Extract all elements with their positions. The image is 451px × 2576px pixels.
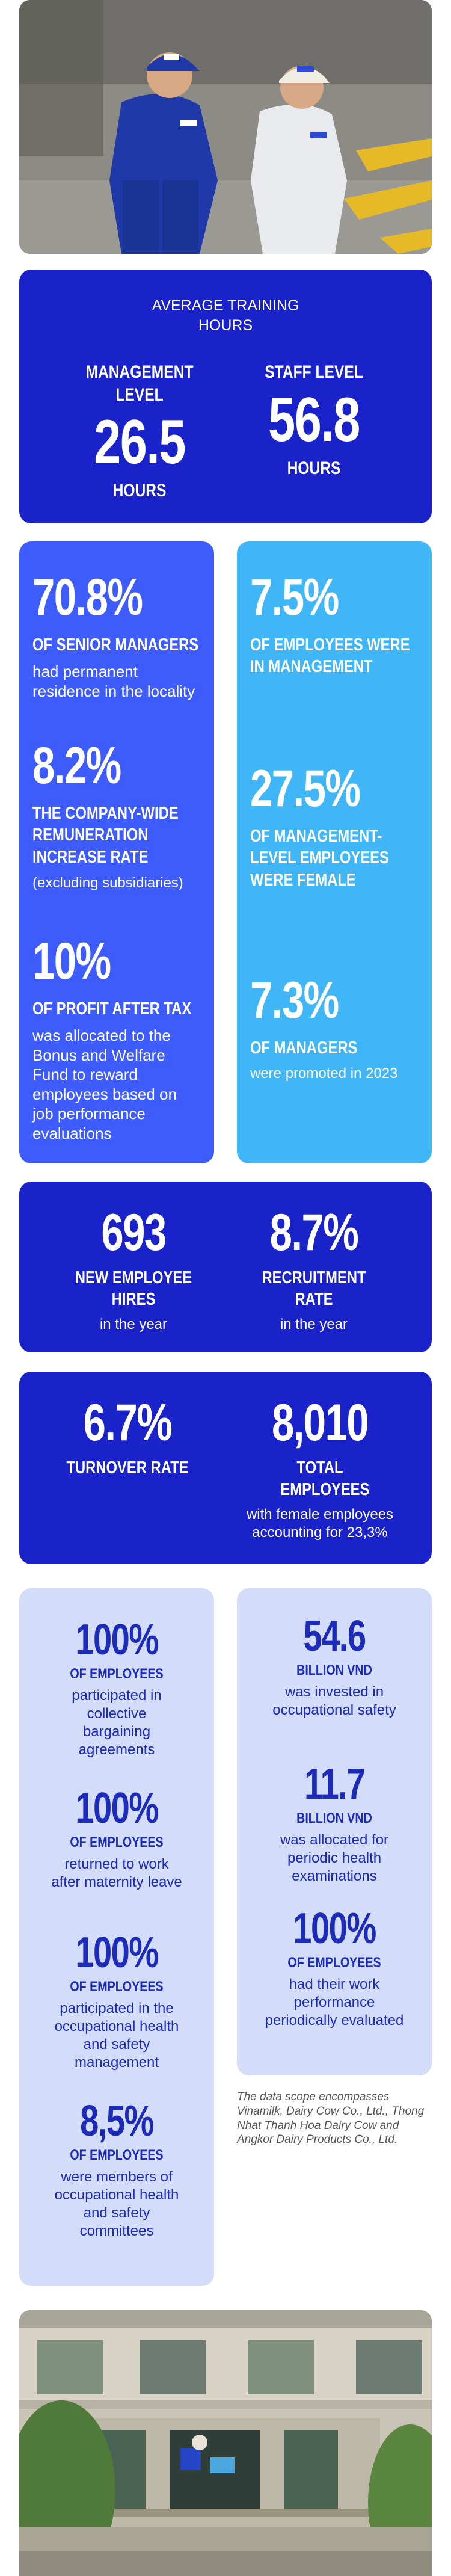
safety-investment-stat: 54.6 BILLION VND was invested in occupat… xyxy=(249,1615,420,1719)
stat-label: TOTAL EMPLOYEES xyxy=(280,1458,370,1500)
turnover-rate-stat: 6.7% TURNOVER RATE xyxy=(43,1397,212,1479)
stat-value: 693 xyxy=(101,1204,167,1262)
management-value: 26.5 xyxy=(94,407,186,477)
employee-stats-card: 7.5% OF EMPLOYEES WERE IN MANAGEMENT 27.… xyxy=(237,541,432,1163)
training-hours-card: AVERAGE TRAINING HOURS MANAGEMENT LEVEL … xyxy=(19,270,432,523)
management-level-block: MANAGEMENT LEVEL 26.5 HOURS xyxy=(55,361,224,502)
new-hires-stat: 693 NEW EMPLOYEE HIRES in the year xyxy=(55,1207,212,1334)
header-photo-workers xyxy=(19,0,432,254)
stat-value: 8,010 xyxy=(271,1394,369,1452)
stat-label: THE COMPANY-WIDE REMUNERATION INCREASE R… xyxy=(32,804,179,867)
stat-label: OF PROFIT AFTER TAX xyxy=(32,999,192,1018)
employee-welfare-card: 100% OF EMPLOYEES participated in collec… xyxy=(19,1588,214,2286)
management-unit: HOURS xyxy=(112,481,167,501)
occupational-safety-card: 54.6 BILLION VND was invested in occupat… xyxy=(237,1588,432,2075)
management-stats-card: 70.8% OF SENIOR MANAGERS had permanent r… xyxy=(19,541,214,1163)
stat-text: participated in the occupational health … xyxy=(54,2000,179,2071)
collective-bargaining-stat: 100% OF EMPLOYEES participated in collec… xyxy=(31,1618,202,1759)
stat-value: 70.8% xyxy=(32,569,143,626)
staff-value: 56.8 xyxy=(268,384,360,455)
stat-label: OF EMPLOYEES WERE IN MANAGEMENT xyxy=(250,635,410,677)
stat-text: was allocated for periodic health examin… xyxy=(280,1832,389,1884)
stat-value: 8.7% xyxy=(269,1204,359,1262)
stat-text: in the year xyxy=(280,1316,348,1333)
footer-photo-building xyxy=(19,2310,432,2576)
stat-value: 100% xyxy=(75,1784,159,1832)
stat-text: had their work performance periodically … xyxy=(265,1976,404,2029)
stat-label: OF EMPLOYEES xyxy=(70,2147,164,2163)
senior-managers-stat: 70.8% OF SENIOR MANAGERS had permanent r… xyxy=(32,572,207,701)
recruitment-card: 693 NEW EMPLOYEE HIRES in the year 8.7% … xyxy=(19,1182,432,1352)
stat-label: NEW EMPLOYEE HIRES xyxy=(75,1268,192,1310)
turnover-card: 6.7% TURNOVER RATE 8,010 TOTAL EMPLOYEES… xyxy=(19,1372,432,1564)
stat-text: returned to work after maternity leave xyxy=(51,1856,182,1890)
building-illustration xyxy=(19,2310,432,2576)
stat-text: with female employees accounting for 23,… xyxy=(246,1506,394,1541)
stat-value: 100% xyxy=(75,1929,159,1977)
stat-label: OF EMPLOYEES xyxy=(70,1979,164,1995)
stat-label: OF SENIOR MANAGERS xyxy=(32,635,199,655)
stat-value: 6.7% xyxy=(83,1394,173,1452)
stat-label: OF EMPLOYEES xyxy=(70,1666,164,1682)
profit-stat: 10% OF PROFIT AFTER TAX was allocated to… xyxy=(32,935,207,1143)
stat-label: BILLION VND xyxy=(296,1810,372,1826)
ohs-management-stat: 100% OF EMPLOYEES participated in the oc… xyxy=(31,1931,202,2072)
worker-figure xyxy=(180,2448,201,2470)
stat-value: 7.3% xyxy=(250,972,339,1029)
stat-value: 8,5% xyxy=(80,2097,154,2145)
stat-value: 10% xyxy=(32,932,111,990)
total-employees-stat: 8,010 TOTAL EMPLOYEES with female employ… xyxy=(230,1397,410,1542)
maternity-return-stat: 100% OF EMPLOYEES returned to work after… xyxy=(31,1787,202,1891)
stat-text: were members of occupational health and … xyxy=(54,2169,179,2239)
stat-label: BILLION VND xyxy=(296,1662,372,1678)
staff-unit: HOURS xyxy=(287,458,341,478)
stat-text: were promoted in 2023 xyxy=(250,1065,398,1082)
management-label: MANAGEMENT LEVEL xyxy=(85,362,194,405)
data-scope-note: The data scope encompasses Vinamilk, Dai… xyxy=(237,2091,425,2146)
stat-value: 8.2% xyxy=(32,737,121,795)
stat-label: TURNOVER RATE xyxy=(66,1458,189,1478)
workers-illustration xyxy=(19,0,432,254)
stat-value: 7.5% xyxy=(250,569,339,626)
stat-text: was invested in occupational safety xyxy=(272,1684,396,1718)
stat-label: OF EMPLOYEES xyxy=(287,1955,381,1971)
health-exam-stat: 11.7 BILLION VND was allocated for perio… xyxy=(249,1763,420,1885)
stat-value: 54.6 xyxy=(303,1612,366,1660)
female-management-stat: 27.5% OF MANAGEMENT-LEVEL EMPLOYEES WERE… xyxy=(250,763,425,891)
stat-text: in the year xyxy=(99,1316,168,1333)
stat-text: was allocated to the Bonus and Welfare F… xyxy=(32,1026,177,1142)
employees-management-stat: 7.5% OF EMPLOYEES WERE IN MANAGEMENT xyxy=(250,572,425,678)
logo-badge xyxy=(180,120,197,126)
stat-label: OF EMPLOYEES xyxy=(70,1834,164,1850)
ohs-committee-stat: 8,5% OF EMPLOYEES were members of occupa… xyxy=(31,2100,202,2240)
stat-label: OF MANAGERS xyxy=(250,1038,358,1058)
stat-value: 100% xyxy=(75,1616,159,1664)
promoted-managers-stat: 7.3% OF MANAGERS were promoted in 2023 xyxy=(250,975,425,1083)
training-title: AVERAGE TRAINING HOURS xyxy=(152,297,299,334)
remuneration-stat: 8.2% THE COMPANY-WIDE REMUNERATION INCRE… xyxy=(32,740,207,892)
staff-label: STAFF LEVEL xyxy=(265,362,363,382)
stat-label: OF MANAGEMENT-LEVEL EMPLOYEES WERE FEMAL… xyxy=(250,827,389,890)
staff-level-block: STAFF LEVEL 56.8 HOURS xyxy=(230,361,398,479)
stat-text: participated in collective bargaining ag… xyxy=(72,1687,162,1758)
stat-value: 100% xyxy=(293,1905,376,1953)
stat-text: had permanent residence in the locality xyxy=(32,662,195,700)
stat-value: 11.7 xyxy=(304,1760,366,1808)
stat-text: (excluding subsidiaries) xyxy=(32,874,183,891)
stat-value: 27.5% xyxy=(250,760,361,818)
performance-evaluation-stat: 100% OF EMPLOYEES had their work perform… xyxy=(249,1907,420,2030)
recruitment-rate-stat: 8.7% RECRUITMENT RATE in the year xyxy=(236,1207,392,1334)
stat-label: RECRUITMENT RATE xyxy=(262,1268,366,1310)
